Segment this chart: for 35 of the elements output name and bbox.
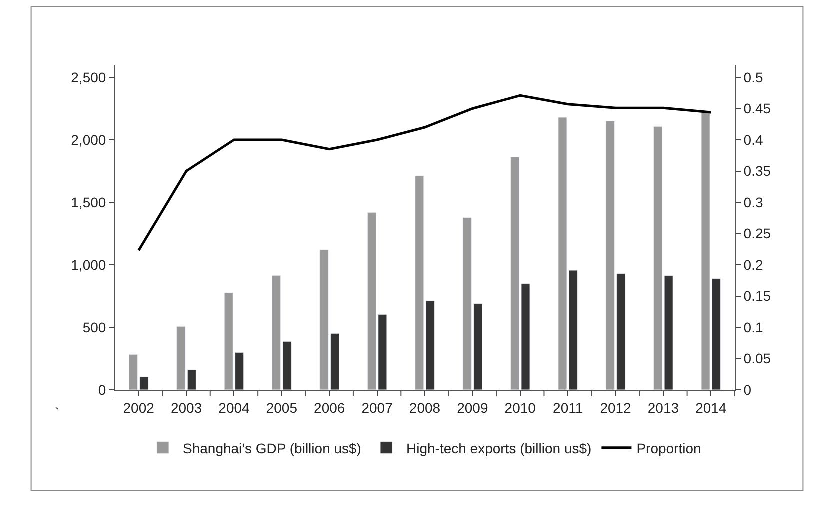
y-tick-label: 2,000 (71, 132, 106, 148)
legend-label: Proportion (636, 440, 702, 456)
y2-tick-label: 0.5 (744, 69, 764, 86)
line-series (138, 94, 712, 252)
x-tick-label: 2004 (218, 400, 250, 416)
x-tick-label: 2006 (314, 400, 346, 416)
y2-tick-label: 0.35 (744, 163, 772, 180)
x-tick-label: 2003 (170, 400, 202, 416)
y2-tick-label: 0.3 (744, 194, 764, 210)
y2-tick-label: 0.4 (744, 132, 764, 148)
x-tick-label: 2011 (553, 400, 584, 416)
y2-tick-label: 0.05 (744, 350, 772, 367)
x-tick-label: 2008 (409, 400, 441, 416)
x-tick-label: 2007 (362, 400, 394, 416)
y2-tick-label: 0.1 (744, 319, 764, 336)
x-tick-label: 2010 (504, 400, 536, 416)
x-tick-label: 2014 (696, 400, 727, 416)
y2-tick-label: 0.25 (744, 226, 772, 242)
legend-label: High-tech exports (billion us$) (406, 440, 592, 456)
x-tick-label: 2013 (648, 400, 680, 416)
x-tick-label: 2002 (123, 400, 155, 416)
x-tick-label: 2012 (600, 400, 632, 416)
y2-tick-label: 0.2 (744, 256, 764, 273)
y-tick-label: 1,000 (71, 256, 106, 273)
x-tick-label: 2009 (457, 400, 488, 416)
y-tick-label: 0 (98, 382, 106, 398)
y2-tick-label: 0.15 (744, 288, 772, 304)
x-tick-label: 2005 (266, 400, 298, 416)
legend-label: Shanghai’s GDP (billion us$) (183, 440, 362, 456)
y2-tick-label: 0 (744, 382, 752, 398)
y-tick-label: 500 (82, 319, 106, 336)
y-tick-label: 1,500 (71, 194, 106, 210)
y-tick-label: 2,500 (71, 69, 106, 86)
y2-tick-label: 0.45 (744, 100, 772, 117)
text: ` (55, 405, 60, 421)
